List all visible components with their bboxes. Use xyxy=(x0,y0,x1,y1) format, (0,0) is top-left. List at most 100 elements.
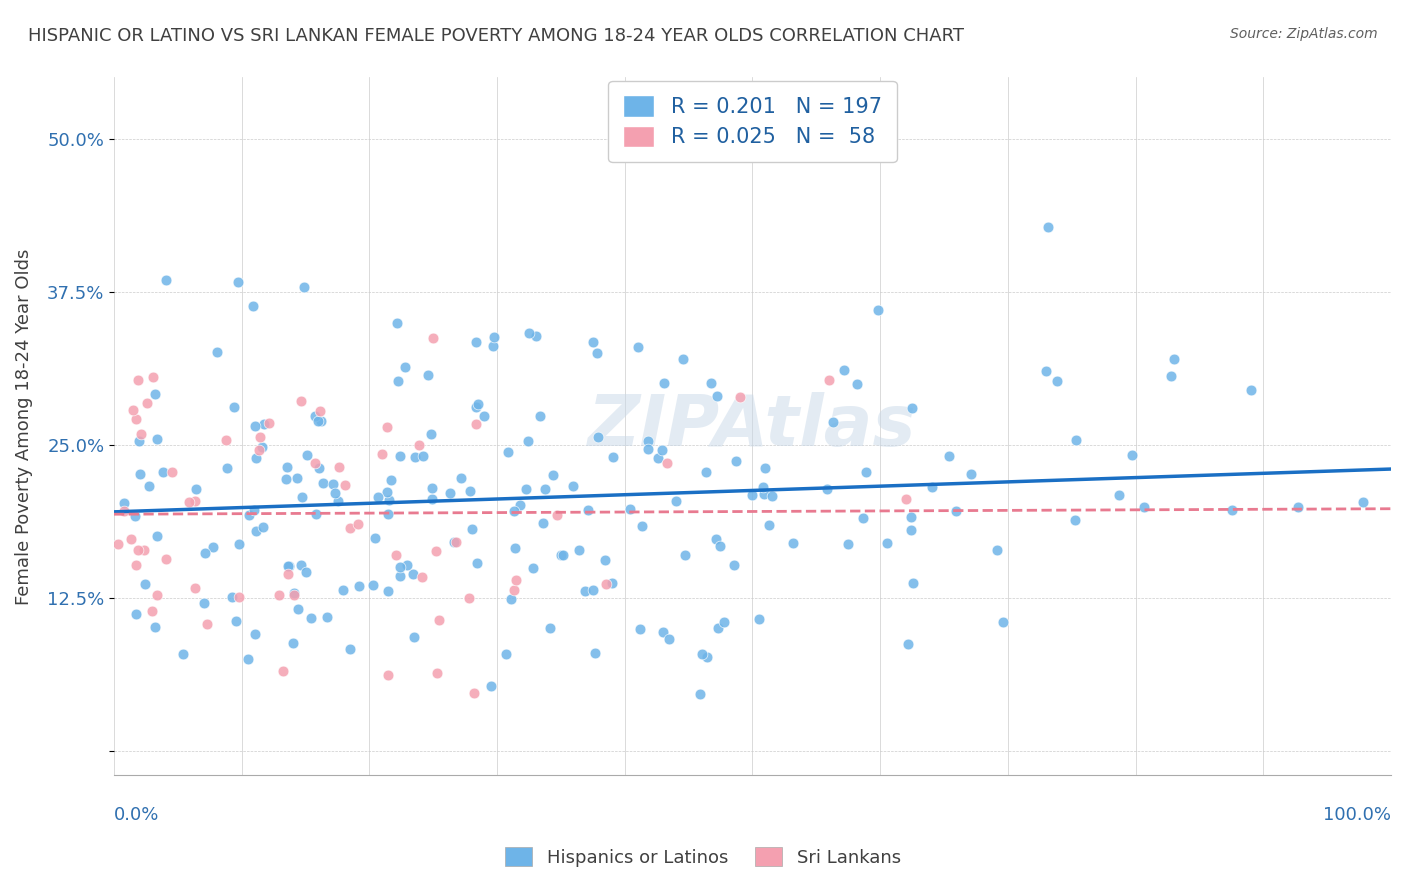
Hispanics or Latinos xyxy=(155,273,177,287)
Sri Lankans xyxy=(463,686,485,700)
Hispanics or Latinos xyxy=(583,646,606,660)
Hispanics or Latinos xyxy=(304,409,326,423)
Hispanics or Latinos xyxy=(479,679,502,693)
Hispanics or Latinos xyxy=(228,537,250,551)
Hispanics or Latinos xyxy=(287,602,309,616)
Hispanics or Latinos xyxy=(1163,351,1185,366)
Hispanics or Latinos xyxy=(274,472,297,486)
Hispanics or Latinos xyxy=(619,501,641,516)
Hispanics or Latinos xyxy=(533,482,555,496)
Sri Lankans xyxy=(818,373,841,387)
Hispanics or Latinos xyxy=(112,496,135,510)
Hispanics or Latinos xyxy=(439,486,461,500)
Hispanics or Latinos xyxy=(322,477,344,491)
Hispanics or Latinos xyxy=(1038,220,1060,235)
Hispanics or Latinos xyxy=(323,486,346,500)
Sri Lankans xyxy=(290,393,312,408)
Hispanics or Latinos xyxy=(443,534,465,549)
Hispanics or Latinos xyxy=(522,560,544,574)
Sri Lankans xyxy=(277,567,299,582)
Hispanics or Latinos xyxy=(631,518,654,533)
Sri Lankans xyxy=(249,430,271,444)
Hispanics or Latinos xyxy=(245,418,267,433)
Hispanics or Latinos xyxy=(637,434,659,449)
Text: ZIPAtlas: ZIPAtlas xyxy=(588,392,917,461)
Hispanics or Latinos xyxy=(1108,487,1130,501)
Hispanics or Latinos xyxy=(529,409,551,423)
Hispanics or Latinos xyxy=(986,543,1008,558)
Hispanics or Latinos xyxy=(184,482,207,496)
Hispanics or Latinos xyxy=(901,401,924,416)
Sri Lankans xyxy=(426,665,449,680)
Hispanics or Latinos xyxy=(921,480,943,494)
Sri Lankans xyxy=(195,617,218,632)
Hispanics or Latinos xyxy=(146,529,169,543)
Hispanics or Latinos xyxy=(538,621,561,635)
Hispanics or Latinos xyxy=(245,451,267,466)
Sri Lankans xyxy=(425,544,447,558)
Sri Lankans xyxy=(595,577,617,591)
Hispanics or Latinos xyxy=(501,592,523,607)
Hispanics or Latinos xyxy=(143,386,166,401)
Hispanics or Latinos xyxy=(524,329,547,343)
Hispanics or Latinos xyxy=(124,607,146,622)
Sri Lankans xyxy=(271,664,294,678)
Hispanics or Latinos xyxy=(222,400,245,414)
Sri Lankans xyxy=(184,493,207,508)
Hispanics or Latinos xyxy=(389,569,412,583)
Legend: R = 0.201   N = 197, R = 0.025   N =  58: R = 0.201 N = 197, R = 0.025 N = 58 xyxy=(609,81,897,161)
Text: 100.0%: 100.0% xyxy=(1323,806,1391,824)
Sri Lankans xyxy=(411,570,433,584)
Hispanics or Latinos xyxy=(1121,448,1143,462)
Hispanics or Latinos xyxy=(243,503,266,517)
Sri Lankans xyxy=(112,504,135,518)
Hispanics or Latinos xyxy=(404,630,426,644)
Sri Lankans xyxy=(184,581,207,595)
Hispanics or Latinos xyxy=(837,537,859,551)
Hispanics or Latinos xyxy=(193,596,215,610)
Hispanics or Latinos xyxy=(672,352,695,367)
Hispanics or Latinos xyxy=(586,430,609,444)
Sri Lankans xyxy=(141,604,163,618)
Hispanics or Latinos xyxy=(385,316,408,330)
Sri Lankans xyxy=(257,417,280,431)
Hispanics or Latinos xyxy=(292,280,315,294)
Sri Lankans xyxy=(328,459,350,474)
Sri Lankans xyxy=(464,417,486,432)
Hispanics or Latinos xyxy=(900,523,922,537)
Hispanics or Latinos xyxy=(420,492,443,507)
Hispanics or Latinos xyxy=(332,582,354,597)
Hispanics or Latinos xyxy=(221,591,243,605)
Hispanics or Latinos xyxy=(461,522,484,536)
Hispanics or Latinos xyxy=(515,482,537,496)
Sri Lankans xyxy=(127,543,149,558)
Hispanics or Latinos xyxy=(465,556,488,570)
Hispanics or Latinos xyxy=(868,302,890,317)
Sri Lankans xyxy=(377,419,399,434)
Sri Lankans xyxy=(408,438,430,452)
Sri Lankans xyxy=(427,613,450,627)
Sri Lankans xyxy=(655,456,678,470)
Hispanics or Latinos xyxy=(582,335,605,350)
Hispanics or Latinos xyxy=(326,493,349,508)
Hispanics or Latinos xyxy=(482,339,505,353)
Hispanics or Latinos xyxy=(706,389,728,403)
Hispanics or Latinos xyxy=(250,440,273,454)
Hispanics or Latinos xyxy=(420,426,443,441)
Hispanics or Latinos xyxy=(316,610,339,624)
Sri Lankans xyxy=(546,508,568,523)
Hispanics or Latinos xyxy=(704,533,727,547)
Hispanics or Latinos xyxy=(377,584,399,599)
Hispanics or Latinos xyxy=(377,493,399,508)
Sri Lankans xyxy=(215,433,238,447)
Sri Lankans xyxy=(162,465,184,479)
Hispanics or Latinos xyxy=(495,647,517,661)
Sri Lankans xyxy=(422,331,444,345)
Hispanics or Latinos xyxy=(238,652,260,666)
Hispanics or Latinos xyxy=(637,442,659,456)
Text: Source: ZipAtlas.com: Source: ZipAtlas.com xyxy=(1230,27,1378,41)
Hispanics or Latinos xyxy=(404,450,426,464)
Hispanics or Latinos xyxy=(308,461,330,475)
Hispanics or Latinos xyxy=(897,637,920,651)
Hispanics or Latinos xyxy=(367,491,389,505)
